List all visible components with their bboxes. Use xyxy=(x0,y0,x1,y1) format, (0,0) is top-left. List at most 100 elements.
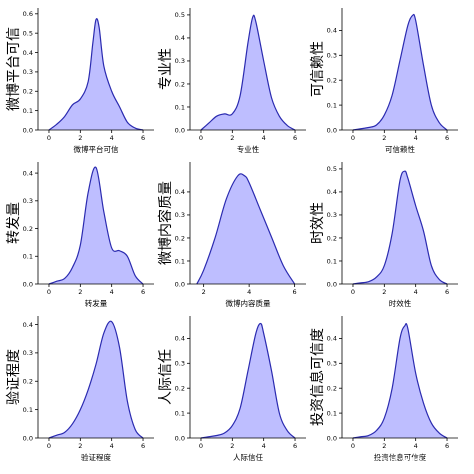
y-tick-label: 0.1 xyxy=(175,257,185,265)
x-tick-label: 2 xyxy=(382,442,386,450)
y-tick-label: 0.3 xyxy=(175,57,185,65)
x-tick-label: 6 xyxy=(445,134,449,142)
x-tick-label: 0 xyxy=(47,134,51,142)
x-tick-label: 4 xyxy=(247,288,251,296)
x-tick-label: 0 xyxy=(199,442,203,450)
x-tick-label: 6 xyxy=(293,134,297,142)
y-tick-label: 0.1 xyxy=(23,406,33,414)
y-tick-label: 0.4 xyxy=(23,49,33,57)
density-line xyxy=(48,18,144,131)
x-axis-label: 微博内容质量 xyxy=(226,298,271,308)
x-tick-label: 6 xyxy=(141,442,145,450)
y-tick-label: 0.4 xyxy=(175,188,185,196)
density-line xyxy=(48,320,144,439)
y-tick-label: 0.4 xyxy=(175,34,185,42)
x-tick-label: 0 xyxy=(351,134,355,142)
y-tick-label: 0.2 xyxy=(175,385,185,393)
y-tick-label: 0.0 xyxy=(175,280,185,288)
y-tick-label: 0.2 xyxy=(327,77,337,85)
y-tick-label: 0.1 xyxy=(23,253,33,261)
y-tick-label: 0.1 xyxy=(175,103,185,111)
x-tick-label: 4 xyxy=(262,134,266,142)
density-area xyxy=(48,167,144,284)
density-area xyxy=(196,173,295,284)
density-area xyxy=(352,171,448,284)
x-tick-label: 4 xyxy=(414,288,418,296)
y-tick-label: 0.0 xyxy=(175,434,185,442)
y-tick-label: 0.5 xyxy=(327,165,337,173)
x-tick-label: 0 xyxy=(47,288,51,296)
y-tick-label: 0.0 xyxy=(23,434,33,442)
x-axis-label: 投资信息可信度 xyxy=(374,452,427,462)
x-axis-label: 微博平台可信 xyxy=(74,144,119,154)
y-tick-label: 0.2 xyxy=(175,234,185,242)
y-tick-label: 0.3 xyxy=(23,68,33,76)
x-axis-label: 可信赖性 xyxy=(385,144,415,154)
x-axis-label: 专业性 xyxy=(237,144,260,154)
y-tick-label: 0.1 xyxy=(327,409,337,417)
y-tick-label: 0.4 xyxy=(175,335,185,343)
y-tick-label: 0.4 xyxy=(327,335,337,343)
y-tick-label: 0.5 xyxy=(23,29,33,37)
y-tick-label: 0.2 xyxy=(23,88,33,96)
x-tick-label: 2 xyxy=(382,134,386,142)
y-tick-label: 0.1 xyxy=(23,107,33,115)
y-tick-label: 0.3 xyxy=(23,349,33,357)
y-tick-label: 0.1 xyxy=(327,257,337,265)
x-tick-label: 2 xyxy=(78,442,82,450)
x-tick-label: 6 xyxy=(445,288,449,296)
x-tick-label: 6 xyxy=(293,442,297,450)
y-tick-label: 0.4 xyxy=(23,321,33,329)
x-axis-label: 验证程度 xyxy=(81,452,111,462)
x-tick-label: 6 xyxy=(293,288,297,296)
y-tick-label: 0.3 xyxy=(327,52,337,60)
x-tick-label: 2 xyxy=(230,442,234,450)
x-tick-label: 4 xyxy=(262,442,266,450)
x-tick-label: 4 xyxy=(110,134,114,142)
y-tick-label: 0.0 xyxy=(175,126,185,134)
density-line xyxy=(352,13,448,131)
x-tick-label: 0 xyxy=(199,134,203,142)
y-tick-label: 0.1 xyxy=(175,409,185,417)
y-tick-label: 0.3 xyxy=(327,211,337,219)
x-tick-label: 2 xyxy=(78,134,82,142)
x-tick-label: 2 xyxy=(382,288,386,296)
y-tick-label: 0.3 xyxy=(327,360,337,368)
y-axis-label: 微博平台可信 xyxy=(5,27,22,111)
y-tick-label: 0.2 xyxy=(23,378,33,386)
density-area xyxy=(352,323,448,438)
x-tick-label: 6 xyxy=(141,288,145,296)
x-tick-label: 4 xyxy=(414,442,418,450)
x-tick-label: 0 xyxy=(351,442,355,450)
density-line xyxy=(352,323,448,439)
x-tick-label: 6 xyxy=(141,134,145,142)
x-tick-label: 6 xyxy=(445,442,449,450)
density-area xyxy=(48,321,144,438)
density-line xyxy=(352,170,448,285)
watermark-text: 知乎 @阵之尘埃 xyxy=(375,455,456,469)
x-axis-label: 时效性 xyxy=(389,298,412,308)
x-axis-label: 转发量 xyxy=(85,298,108,308)
density-area xyxy=(48,18,144,130)
density-line xyxy=(200,14,296,131)
y-axis-label: 转发量 xyxy=(6,202,22,244)
y-axis-label: 人际信任 xyxy=(158,349,174,405)
y-tick-label: 0.3 xyxy=(175,211,185,219)
density-line xyxy=(48,166,144,285)
y-axis-label: 验证程度 xyxy=(6,349,22,405)
y-axis-label: 专业性 xyxy=(158,48,174,90)
y-tick-label: 0.2 xyxy=(175,80,185,88)
density-area xyxy=(200,15,296,130)
y-axis-label: 微博内容质量 xyxy=(157,181,174,265)
x-axis-label: 人际信任 xyxy=(233,452,263,462)
y-tick-label: 0.6 xyxy=(23,10,33,18)
